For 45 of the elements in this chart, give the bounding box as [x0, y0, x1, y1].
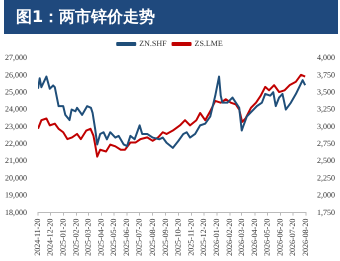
y2-tick-label: 1,750: [317, 208, 335, 217]
x-tick-label: 2026-03-20: [236, 218, 246, 256]
y2-tick-label: 2,500: [317, 156, 335, 166]
y-tick-label: 21,000: [5, 156, 27, 166]
x-tick-label: 2026-06-20: [275, 218, 284, 256]
x-tick-label: 2025-12-20: [199, 218, 208, 256]
y-tick-label: 26,000: [5, 70, 27, 80]
x-tick-label: 2026-04-20: [250, 218, 259, 256]
legend-label: ZS.LME: [194, 39, 223, 48]
x-tick-label: 2026-02-20: [225, 218, 234, 256]
x-tick-label: 2026-01-20: [212, 218, 222, 256]
y-tick-label: 24,000: [5, 104, 27, 114]
y2-tick-label: 3,000: [317, 122, 335, 131]
x-tick-label: 2025-05-20: [109, 218, 118, 256]
y2-tick-label: 3,250: [317, 104, 335, 114]
y2-tick-label: 2,250: [317, 173, 335, 182]
x-tick-label: 2026-05-20: [262, 218, 272, 256]
x-tick-label: 2025-07-20: [134, 218, 144, 256]
y2-tick-label: 2,000: [317, 190, 335, 200]
x-tick-label: 2025-03-20: [84, 218, 92, 256]
y-tick-label: 22,000: [5, 139, 27, 148]
y-tick-label: 18,000: [5, 208, 27, 217]
x-tick-label: 2025-02-20: [72, 218, 81, 256]
x-tick-label: 2024-11-20: [33, 218, 42, 256]
x-tick-label: 2024-12-20: [46, 218, 55, 256]
y2-tick-label: 3,750: [317, 70, 335, 80]
y-tick-label: 25,000: [5, 87, 27, 96]
x-tick-label: 2025-09-20: [160, 218, 170, 256]
x-tick-label: 2026-08-20: [301, 218, 310, 256]
y-tick-label: 23,000: [5, 122, 27, 131]
y-tick-label: 27,000: [5, 53, 27, 62]
chart-title: 图1：两市锌价走势: [4, 0, 338, 34]
y-tick-label: 19,000: [5, 190, 27, 200]
legend-label: ZN.SHF: [139, 39, 168, 48]
x-tick-label: 2025-04-20: [96, 218, 106, 256]
x-tick-label: 2025-01-20: [58, 218, 68, 256]
x-tick-label: 2025-10-20: [173, 218, 182, 256]
x-tick-label: 2026-07-20: [288, 218, 298, 256]
x-tick-label: 2025-11-20: [186, 218, 196, 256]
x-tick-label: 2025-06-20: [122, 218, 132, 256]
y-tick-label: 20,000: [5, 173, 27, 182]
y2-tick-label: 3,500: [317, 87, 335, 96]
y2-tick-label: 4,000: [317, 53, 335, 62]
x-tick-label: 2025-08-20: [148, 218, 157, 256]
y2-tick-label: 2,750: [317, 139, 335, 148]
